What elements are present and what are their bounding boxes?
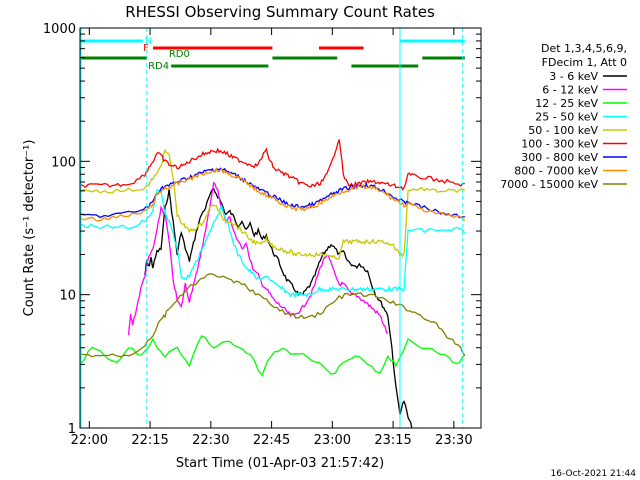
- series-line-6: [80, 139, 465, 191]
- y-tick-label: 1: [68, 422, 76, 437]
- series-line-5: [80, 149, 466, 260]
- x-tick-label: 22:45: [253, 433, 290, 448]
- legend-label: 6 - 12 keV: [542, 84, 598, 97]
- legend-label: 100 - 300 keV: [521, 138, 598, 151]
- series-line-8: [80, 167, 466, 222]
- y-tick-label: 10: [59, 289, 76, 304]
- series-line-3: [80, 335, 466, 377]
- chart-title: RHESSI Observing Summary Count Rates: [125, 3, 435, 21]
- legend-label: 3 - 6 keV: [549, 70, 598, 83]
- plot-frame: [79, 27, 482, 429]
- x-axis: 22:00 22:15 22:30 22:45 23:00 23:15 23:30: [71, 28, 473, 448]
- series-layer: [80, 139, 466, 428]
- legend-label: 300 - 800 keV: [521, 151, 598, 164]
- y-tick-label: 1000: [43, 22, 76, 37]
- legend: Det 1,3,4,5,6,9, FDecim 1, Att 0 3 - 6 k…: [500, 42, 627, 191]
- y-tick-label: 100: [51, 155, 76, 170]
- legend-label: 50 - 100 keV: [528, 124, 598, 137]
- x-tick-label: 23:00: [314, 433, 351, 448]
- legend-header-line: FDecim 1, Att 0: [542, 56, 627, 69]
- series-line-4: [80, 189, 466, 299]
- band-label-rd4: RD4: [148, 61, 169, 72]
- band-label-f: F: [143, 43, 149, 54]
- legend-label: 25 - 50 keV: [535, 111, 598, 124]
- series-line-1: [144, 187, 413, 428]
- x-tick-label: 23:30: [435, 433, 472, 448]
- y-axis-label: Count Rate (s⁻¹ detector⁻¹): [22, 140, 37, 317]
- x-tick-label: 22:30: [192, 433, 229, 448]
- series-line-2: [127, 181, 389, 335]
- y-axis: 1 10 100 1000: [43, 22, 481, 437]
- x-tick-label: 23:15: [374, 433, 411, 448]
- legend-label: 800 - 7000 keV: [514, 165, 598, 178]
- series-line-9: [80, 273, 466, 358]
- legend-label: 12 - 25 keV: [535, 97, 598, 110]
- footer-timestamp: 16-Oct-2021 21:44: [551, 469, 637, 479]
- legend-header-line: Det 1,3,4,5,6,9,: [541, 42, 627, 55]
- x-tick-label: 22:15: [131, 433, 168, 448]
- band-label-rd0: RD0: [169, 49, 190, 60]
- legend-label: 7000 - 15000 keV: [500, 178, 598, 191]
- x-tick-label: 22:00: [71, 433, 108, 448]
- band-label-n: N: [145, 36, 152, 47]
- vertical-markers: [80, 28, 464, 428]
- x-axis-label: Start Time (01-Apr-03 21:57:42): [176, 456, 384, 471]
